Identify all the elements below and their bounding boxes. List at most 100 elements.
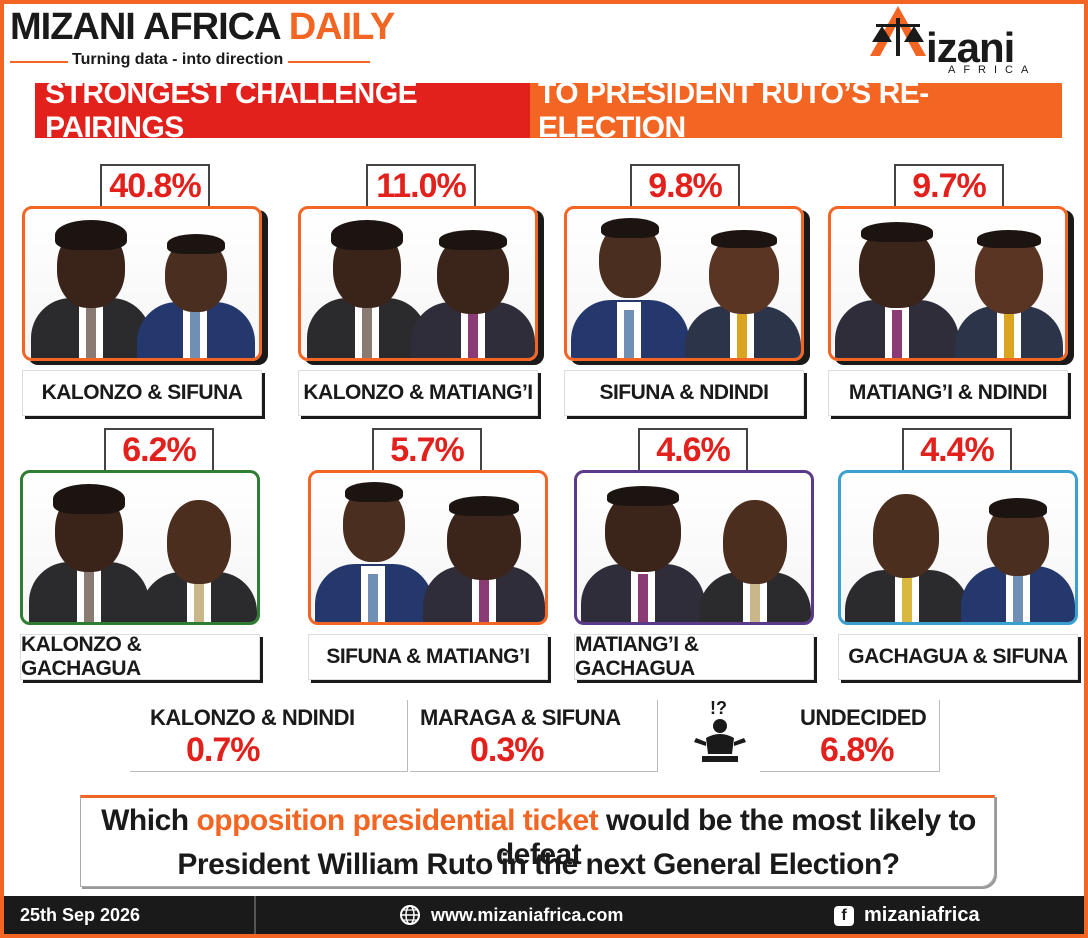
candidate-portrait bbox=[307, 209, 427, 358]
pairing-name: GACHAGUA & SIFUNA bbox=[848, 645, 1068, 668]
pairing-percent: 6.2% bbox=[122, 430, 196, 469]
pairing-percent: 5.7% bbox=[390, 430, 464, 469]
candidate-portrait bbox=[699, 482, 811, 622]
question-text: Which bbox=[101, 804, 197, 837]
question-text: would be the most likely to defeat bbox=[495, 804, 977, 871]
pairing-card: 6.2% KALONZO & GACHAGUA bbox=[20, 428, 260, 686]
question-line-1: Which opposition presidential ticket wou… bbox=[81, 804, 996, 872]
candidate-portrait bbox=[137, 218, 255, 358]
percent-box: 9.7% bbox=[894, 164, 1004, 206]
candidate-portrait bbox=[141, 482, 257, 622]
pairing-name: KALONZO & SIFUNA bbox=[41, 381, 243, 404]
survey-question: Which opposition presidential ticket wou… bbox=[80, 795, 995, 887]
headline-right: TO PRESIDENT RUTO’S RE-ELECTION bbox=[530, 77, 1062, 144]
mizani-logo: izani AFRICA bbox=[860, 4, 1080, 78]
candidate-portrait bbox=[31, 209, 151, 358]
pairing-name: MATIANG’I & GACHAGUA bbox=[575, 633, 699, 680]
website-link[interactable]: www.mizaniafrica.com bbox=[431, 904, 624, 925]
pairing-name: SIFUNA & NDINDI bbox=[599, 381, 769, 404]
pairing-percent: 4.4% bbox=[920, 430, 994, 469]
pairing-percent: 40.8% bbox=[109, 166, 201, 205]
footer-divider bbox=[254, 896, 256, 934]
minor-result-name: UNDECIDED bbox=[800, 705, 927, 730]
minor-result-percent: 6.8% bbox=[820, 731, 895, 769]
pairing-card: 40.8% KALONZO & SIFUNA bbox=[22, 164, 262, 422]
pairing-card: 4.6% MATIANG’I & GACHAGUA bbox=[574, 428, 814, 686]
percent-box: 40.8% bbox=[100, 164, 210, 206]
pairing-percent: 9.8% bbox=[648, 166, 722, 205]
candidate-portrait bbox=[835, 209, 959, 358]
pairing-card: 4.4% GACHAGUA & SIFUNA bbox=[838, 428, 1078, 686]
globe-icon bbox=[400, 905, 420, 925]
pairing-name: KALONZO & GACHAGUA bbox=[21, 633, 142, 680]
percent-box: 9.8% bbox=[630, 164, 740, 206]
minor-result-name: MARAGA & SIFUNA bbox=[420, 705, 621, 730]
pairing-card: 5.7% SIFUNA & MATIANG’I bbox=[308, 428, 548, 686]
facebook-handle[interactable]: mizaniafrica bbox=[864, 904, 980, 926]
scales-logo-icon bbox=[870, 6, 926, 56]
tagline: Turning data - into direction bbox=[68, 51, 288, 69]
candidate-portrait bbox=[685, 218, 801, 358]
minor-result-frame bbox=[410, 700, 658, 772]
candidate-portrait bbox=[411, 214, 535, 358]
minor-result: KALONZO & NDINDI 0.7% bbox=[150, 705, 355, 770]
pairing-name: MATIANG’I & NDINDI bbox=[848, 381, 1048, 404]
pairing-card: 11.0% KALONZO & MATIANG’I bbox=[298, 164, 538, 422]
pairing-name-box: KALONZO & MATIANG’I bbox=[298, 370, 538, 416]
candidate-portrait bbox=[845, 476, 969, 622]
pairing-photo bbox=[574, 470, 814, 625]
pairing-name: KALONZO & MATIANG’I bbox=[303, 381, 533, 404]
percent-box: 4.4% bbox=[902, 428, 1012, 470]
confused-person-icon: !? bbox=[694, 698, 746, 762]
pairing-name-box: MATIANG’I & GACHAGUA bbox=[574, 633, 814, 680]
question-highlight: opposition presidential ticket bbox=[196, 804, 599, 837]
pairing-name-box: MATIANG’I & NDINDI bbox=[828, 370, 1068, 416]
pairing-card: 9.8% SIFUNA & NDINDI bbox=[564, 164, 804, 422]
candidate-portrait bbox=[29, 473, 149, 622]
candidate-portrait bbox=[961, 482, 1075, 622]
percent-box: 5.7% bbox=[372, 428, 482, 470]
pairing-percent: 4.6% bbox=[656, 430, 730, 469]
minor-result-frame bbox=[760, 700, 940, 772]
minor-result-percent: 0.7% bbox=[186, 731, 260, 769]
candidate-portrait bbox=[581, 473, 705, 622]
percent-box: 4.6% bbox=[638, 428, 748, 470]
candidate-portrait bbox=[315, 473, 433, 622]
pairing-name-box: KALONZO & SIFUNA bbox=[22, 370, 262, 416]
question-line-2: President William Ruto in the next Gener… bbox=[177, 848, 900, 881]
pairing-photo bbox=[828, 206, 1068, 361]
pairing-photo bbox=[308, 470, 548, 625]
svg-text:!?: !? bbox=[710, 698, 727, 718]
pairing-percent: 11.0% bbox=[376, 166, 467, 205]
percent-box: 6.2% bbox=[104, 428, 214, 470]
pairing-photo bbox=[564, 206, 804, 361]
pairing-photo bbox=[22, 206, 262, 361]
minor-result: MARAGA & SIFUNA 0.3% bbox=[420, 705, 621, 770]
percent-box: 11.0% bbox=[366, 164, 476, 206]
headline-banner: STRONGEST CHALLENGE PAIRINGS TO PRESIDEN… bbox=[35, 77, 1062, 144]
candidate-portrait bbox=[955, 218, 1063, 358]
brand-title-main: MIZANI AFRICA bbox=[10, 6, 280, 48]
footer-date: 25th Sep 2026 bbox=[20, 905, 141, 925]
candidate-portrait bbox=[571, 209, 689, 358]
pairing-photo bbox=[838, 470, 1078, 625]
logo-wordmark: izani bbox=[926, 24, 1015, 71]
pairing-name-box: SIFUNA & MATIANG’I bbox=[308, 634, 548, 680]
facebook-icon: f bbox=[834, 905, 854, 926]
footer-facebook[interactable]: f mizaniafrica bbox=[834, 904, 980, 927]
tagline-rule-right bbox=[288, 61, 370, 63]
headline-left: STRONGEST CHALLENGE PAIRINGS bbox=[35, 77, 530, 144]
pairing-name-box: KALONZO & GACHAGUA bbox=[20, 633, 260, 680]
pairing-card: 9.7% MATIANG’I & NDINDI bbox=[828, 164, 1068, 422]
pairing-percent: 9.7% bbox=[912, 166, 986, 205]
pairing-photo bbox=[298, 206, 538, 361]
pairing-name-box: GACHAGUA & SIFUNA bbox=[838, 634, 1078, 680]
minor-result-percent: 0.3% bbox=[470, 731, 544, 769]
logo-subtext: AFRICA bbox=[948, 64, 1037, 76]
minor-result: UNDECIDED 6.8% bbox=[800, 705, 927, 770]
footer-bar: 25th Sep 2026 www.mizaniafrica.com f miz… bbox=[4, 896, 1084, 934]
footer-website[interactable]: www.mizaniafrica.com bbox=[399, 904, 623, 926]
candidate-portrait bbox=[423, 482, 545, 622]
minor-result-name: KALONZO & NDINDI bbox=[150, 705, 355, 730]
